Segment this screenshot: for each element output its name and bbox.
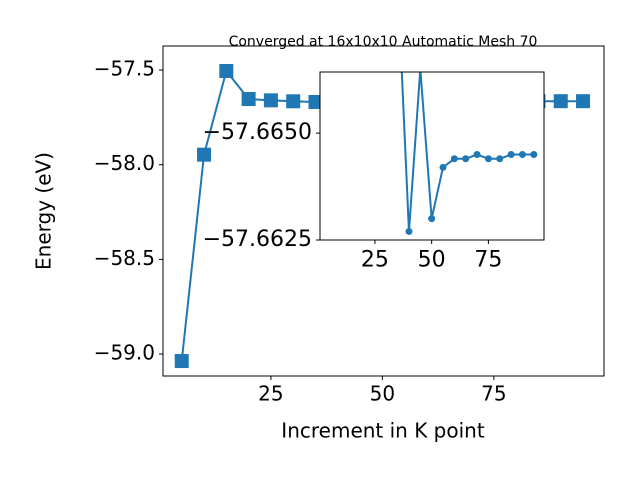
data-marker [530,151,538,159]
x-tick-label: 75 [474,248,502,273]
x-tick-label: 50 [418,248,446,273]
y-tick-label: −57.6650 [203,120,312,145]
y-tick-label: −59.0 [94,341,155,365]
plot-area [400,72,538,235]
data-marker [450,155,458,163]
data-marker [405,227,413,235]
data-marker [263,93,278,108]
y-axis-label: Energy (eV) [32,152,56,270]
data-marker [518,151,526,159]
data-marker [484,155,492,163]
data-marker [473,151,481,159]
axes-frame [162,45,605,377]
data-marker [197,147,212,162]
x-tick-label: 25 [361,248,389,273]
data-marker [507,151,515,159]
y-tick-label: −58.0 [94,151,155,175]
x-axis-label: Increment in K point [281,419,485,443]
data-marker [553,94,568,109]
y-tick-label: −57.5 [94,57,155,81]
x-tick-label: 50 [370,382,395,406]
data-marker [241,92,256,107]
x-tick-label: 25 [258,382,283,406]
data-marker [496,155,504,163]
data-marker [428,215,436,223]
data-marker [308,94,323,109]
data-marker [174,354,189,369]
y-tick-label: −57.6625 [203,227,312,252]
data-marker [576,94,591,109]
y-tick-label: −58.5 [94,246,155,270]
data-marker [439,163,447,171]
chart-title: Converged at 16x10x10 Automatic Mesh 70 [229,34,538,50]
data-marker [462,155,470,163]
data-marker [286,94,301,109]
x-tick-label: 75 [481,382,506,406]
data-marker [219,63,234,78]
